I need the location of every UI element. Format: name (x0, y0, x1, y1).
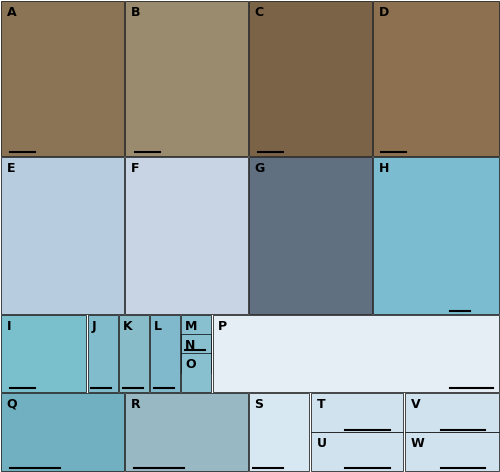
FancyBboxPatch shape (1, 393, 124, 471)
FancyBboxPatch shape (1, 315, 86, 392)
Text: D: D (378, 6, 389, 19)
FancyBboxPatch shape (212, 315, 499, 392)
FancyBboxPatch shape (373, 1, 499, 156)
FancyBboxPatch shape (125, 393, 248, 471)
Text: G: G (254, 162, 265, 175)
FancyBboxPatch shape (88, 315, 118, 392)
Text: B: B (130, 6, 140, 19)
Text: A: A (6, 6, 16, 19)
Text: K: K (123, 320, 132, 333)
FancyBboxPatch shape (150, 315, 180, 392)
FancyBboxPatch shape (373, 157, 499, 314)
Text: N: N (185, 339, 196, 352)
FancyBboxPatch shape (405, 393, 499, 432)
FancyBboxPatch shape (249, 1, 372, 156)
Text: V: V (410, 398, 420, 411)
Text: Q: Q (6, 398, 17, 411)
FancyBboxPatch shape (405, 432, 499, 471)
FancyBboxPatch shape (119, 315, 149, 392)
Text: W: W (410, 437, 424, 450)
Text: O: O (185, 358, 196, 371)
Text: P: P (218, 320, 226, 333)
FancyBboxPatch shape (181, 315, 211, 354)
Text: M: M (185, 320, 198, 333)
FancyBboxPatch shape (249, 393, 309, 471)
FancyBboxPatch shape (249, 157, 372, 314)
FancyBboxPatch shape (311, 432, 404, 471)
FancyBboxPatch shape (1, 157, 124, 314)
FancyBboxPatch shape (125, 157, 248, 314)
Text: I: I (6, 320, 11, 333)
Text: S: S (254, 398, 264, 411)
FancyBboxPatch shape (1, 1, 124, 156)
Text: E: E (6, 162, 15, 175)
FancyBboxPatch shape (125, 1, 248, 156)
Text: H: H (378, 162, 389, 175)
Text: R: R (130, 398, 140, 411)
Text: L: L (154, 320, 162, 333)
Text: T: T (316, 398, 325, 411)
FancyBboxPatch shape (181, 334, 211, 373)
FancyBboxPatch shape (311, 393, 404, 432)
Text: U: U (316, 437, 326, 450)
Text: J: J (92, 320, 96, 333)
Text: C: C (254, 6, 264, 19)
FancyBboxPatch shape (181, 353, 211, 392)
Text: F: F (130, 162, 139, 175)
